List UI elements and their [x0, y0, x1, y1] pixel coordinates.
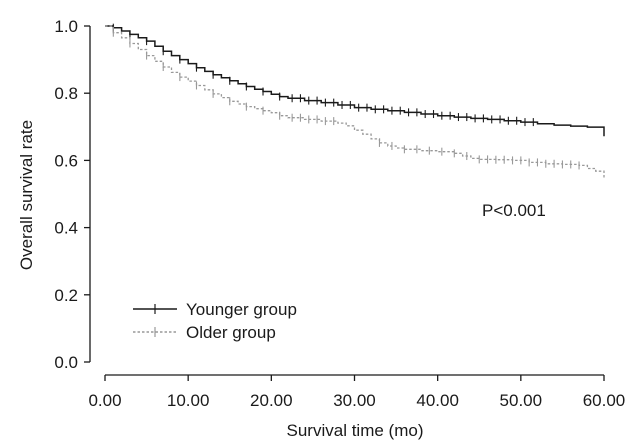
y-tick-label: 0.0 — [54, 353, 78, 372]
y-tick-label: 1.0 — [54, 17, 78, 36]
x-tick-label: 0.00 — [88, 391, 121, 410]
y-axis-label: Overall survival rate — [17, 120, 36, 270]
x-tick-label: 40.00 — [416, 391, 459, 410]
y-tick-label: 0.8 — [54, 84, 78, 103]
y-tick-label: 0.6 — [54, 151, 78, 170]
x-tick-label: 30.00 — [333, 391, 376, 410]
older-group-series — [105, 25, 605, 178]
legend-item-older-group: Older group — [133, 323, 276, 342]
x-tick-label: 60.00 — [583, 391, 626, 410]
y-tick-label: 0.4 — [54, 219, 78, 238]
x-tick-label: 20.00 — [250, 391, 293, 410]
younger-group-series — [105, 23, 605, 137]
series-layer — [105, 23, 605, 178]
x-axis-label: Survival time (mo) — [287, 421, 424, 440]
older-group-curve — [105, 25, 605, 178]
legend: Younger group Older group — [133, 300, 297, 342]
ticks: 0.0 0.2 0.4 0.6 0.8 1.0 0.00 10.00 20.00 30.00 40.… — [54, 17, 625, 410]
x-tick-label: 50.00 — [500, 391, 543, 410]
legend-item-younger-group: Younger group — [133, 300, 297, 319]
legend-label: Younger group — [186, 300, 297, 319]
x-tick-label: 10.00 — [167, 391, 210, 410]
y-tick-label: 0.2 — [54, 286, 78, 305]
p-value-annotation: P<0.001 — [482, 201, 546, 220]
younger-group-curve — [105, 25, 605, 137]
legend-label: Older group — [186, 323, 276, 342]
